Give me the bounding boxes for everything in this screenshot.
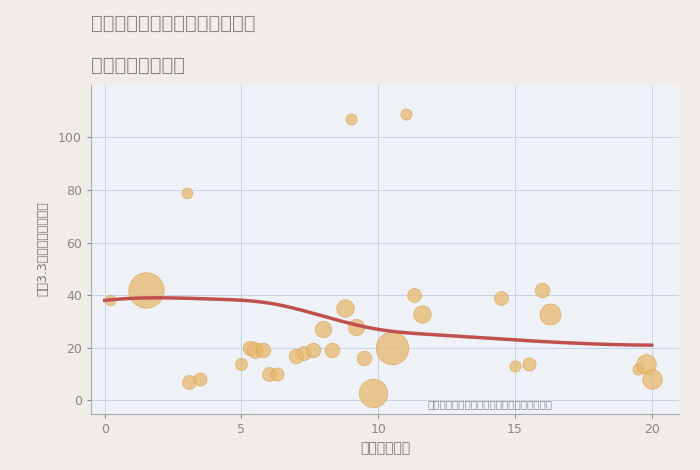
- Point: [386, 344, 398, 352]
- Point: [408, 291, 419, 299]
- Point: [140, 286, 151, 294]
- Point: [249, 347, 260, 354]
- Point: [236, 360, 247, 368]
- Point: [195, 376, 206, 383]
- Point: [340, 305, 351, 312]
- Text: 円の大きさは、取引のあった物件面積を示す: 円の大きさは、取引のあった物件面積を示す: [428, 400, 552, 410]
- Point: [400, 110, 411, 118]
- Point: [184, 378, 195, 386]
- Point: [351, 323, 362, 330]
- Point: [272, 370, 283, 378]
- Point: [537, 286, 548, 294]
- Point: [345, 115, 356, 123]
- Text: 兵庫県多可郡多可町中区東山の: 兵庫県多可郡多可町中区東山の: [91, 14, 256, 33]
- Point: [290, 352, 302, 360]
- Point: [326, 347, 337, 354]
- Point: [646, 376, 657, 383]
- Point: [318, 326, 329, 333]
- Point: [545, 310, 556, 317]
- Point: [258, 347, 269, 354]
- Point: [632, 365, 643, 373]
- Point: [104, 297, 116, 304]
- Point: [181, 189, 193, 196]
- Point: [523, 360, 534, 368]
- Text: 駅距離別土地価格: 駅距離別土地価格: [91, 56, 185, 75]
- Point: [416, 310, 428, 317]
- Point: [359, 354, 370, 362]
- Point: [307, 347, 318, 354]
- Point: [640, 360, 652, 368]
- Point: [510, 362, 521, 370]
- Point: [367, 389, 378, 396]
- Y-axis label: 坪（3.3㎡）単価（万円）: 坪（3.3㎡）単価（万円）: [37, 202, 50, 297]
- Point: [263, 370, 274, 378]
- Point: [496, 294, 507, 302]
- X-axis label: 駅距離（分）: 駅距離（分）: [360, 441, 410, 455]
- Point: [299, 349, 310, 357]
- Point: [244, 344, 256, 352]
